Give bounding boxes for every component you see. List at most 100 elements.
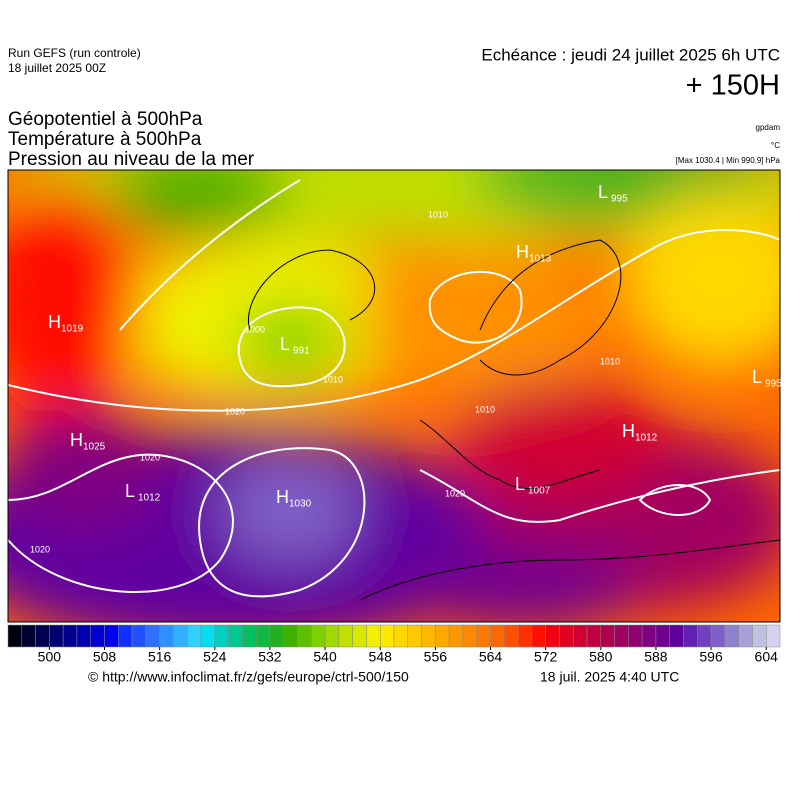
center-type: L [280,334,290,354]
run-label: Run GEFS (run controle) [8,46,141,60]
colorbar-swatch [490,624,505,648]
colorbar-swatch [600,624,615,648]
colorbar-swatch [159,624,174,648]
center-type: L [598,182,608,202]
colorbar-swatch [242,624,257,648]
center-type: L [752,367,762,387]
title-geopotential: Géopotentiel à 500hPa [8,109,203,130]
colorbar-swatch [504,624,519,648]
colorbar-swatch [628,624,643,648]
colorbar-swatch [586,624,602,648]
unit-gpdam: gpdam [756,123,781,132]
colorbar-tick-label: 564 [479,649,503,665]
center-value: 1012 [138,493,161,504]
colorbar-swatch [407,624,422,648]
colorbar-swatch [311,624,326,648]
isobar-label: 1020 [30,544,50,554]
colorbar-tick-label: 532 [258,649,282,665]
colorbar-swatch [76,624,91,648]
colorbar-swatch [352,624,367,648]
isobar-label: 1020 [140,452,160,462]
isobar-label: 1020 [445,488,465,498]
center-type: H [276,487,289,507]
colorbar-swatch [435,624,450,648]
source: © http://www.infoclimat.fr/z/gefs/europe… [88,669,409,685]
colorbar-swatch [118,624,133,648]
colorbar-tick-label: 556 [424,649,448,665]
isobar-label: 1010 [323,374,343,384]
isobar-label: 1010 [428,209,448,219]
colorbar-tick-label: 548 [369,649,393,665]
center-value: 1012 [635,433,658,444]
unit-hpa: [Max 1030.4 | Min 990.9] hPa [676,156,781,165]
colorbar-swatch [448,624,464,648]
center-type: H [48,312,61,332]
isobar-label: 1010 [475,404,495,414]
title-pressure: Pression au niveau de la mer [8,149,255,170]
colorbar-swatch [49,624,64,648]
colorbar-swatch [421,624,436,648]
colorbar-swatch [104,624,119,648]
colorbar-swatch [669,624,684,648]
colorbar-tick-label: 580 [589,649,613,665]
colorbar-tick-label: 524 [203,649,227,665]
colorbar-swatch [545,624,560,648]
center-value: 995 [611,194,628,205]
echeance: Echéance : jeudi 24 juillet 2025 6h UTC [481,45,780,64]
center-value: 995 [765,379,782,390]
timestamp: 18 juil. 2025 4:40 UTC [540,669,679,685]
colorbar-swatch [324,624,340,648]
center-type: L [515,474,525,494]
colorbar-tick-label: 596 [699,649,723,665]
colorbar-swatch [765,624,781,648]
colorbar-swatch [269,624,284,648]
center-type: L [125,481,135,501]
colorbar-tick-label: 572 [534,649,558,665]
colorbar-swatch [697,624,712,648]
lead-time: + 150H [686,70,780,102]
colorbar-swatch [255,624,271,648]
colorbar-swatch [655,624,670,648]
center-value: 1013 [529,254,552,265]
colorbar-swatch [366,624,381,648]
colorbar-swatch [738,624,753,648]
colorbar-tick-label: 516 [148,649,172,665]
map-field [8,170,780,622]
colorbar-swatch [90,624,105,648]
colorbar-swatch [476,624,491,648]
colorbar-swatch [559,624,574,648]
colorbar-swatch [7,624,23,648]
colorbar-swatch [724,624,739,648]
colorbar-tick-label: 588 [644,649,668,665]
isobar-label: 1000 [245,324,265,334]
colorbar-swatch [62,624,78,648]
colorbar-swatch [517,624,533,648]
center-type: H [516,242,529,262]
center-value: 1007 [528,486,551,497]
colorbar-tick-label: 604 [755,649,779,665]
colorbar-swatch [531,624,546,648]
center-value: 1030 [289,499,312,510]
colorbar-swatch [21,624,36,648]
colorbar-swatch [393,624,409,648]
colorbar-swatch [641,624,657,648]
map-frame [7,169,781,623]
colorbar-swatch [710,624,726,648]
isobar-label: 1010 [600,356,620,366]
colorbar-tick-label: 540 [313,649,337,665]
center-type: H [622,421,635,441]
unit-celsius: °C [771,141,780,150]
colorbar-swatch [131,624,147,648]
run-date: 18 juillet 2025 00Z [8,61,106,75]
colorbar-swatch [379,624,395,648]
colorbar-swatch [214,624,229,648]
colorbar-swatch [752,624,767,648]
colorbar-swatch [283,624,298,648]
colorbar-swatch [572,624,588,648]
colorbar-swatch [145,624,160,648]
center-type: H [70,430,83,450]
colorbar-swatch [462,624,477,648]
colorbar-swatch [35,624,50,648]
colorbar-swatch [186,624,202,648]
